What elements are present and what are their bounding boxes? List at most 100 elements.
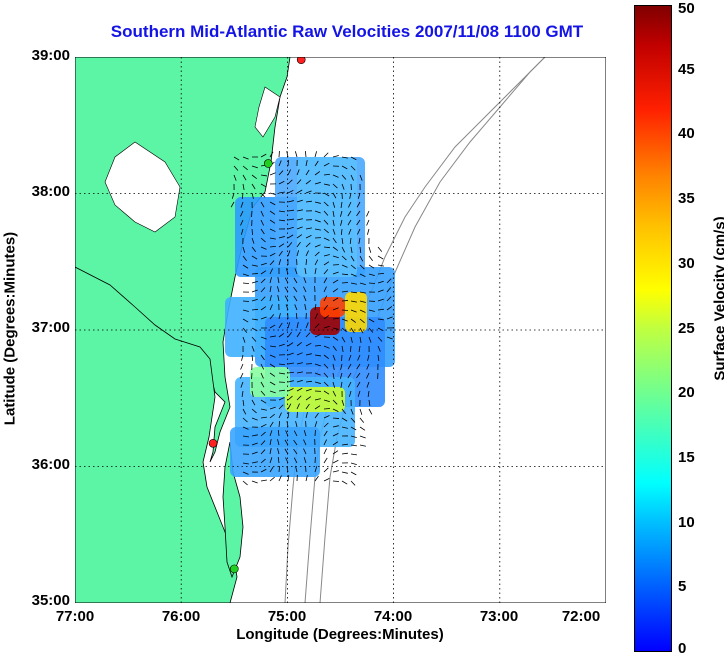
velocity-arrow xyxy=(359,408,363,415)
colorbar-tick-label: 20 xyxy=(678,384,695,402)
velocity-arrow xyxy=(332,354,336,361)
velocity-arrow xyxy=(278,475,282,482)
velocity-arrow xyxy=(269,354,276,358)
velocity-arrow xyxy=(293,286,298,293)
velocity-arrow xyxy=(269,260,275,266)
velocity-arrow xyxy=(305,235,312,239)
velocity-arrow xyxy=(240,363,244,370)
velocity-arrow xyxy=(305,160,308,167)
velocity-arrow xyxy=(242,183,245,190)
velocity-arrow xyxy=(323,345,330,349)
velocity-arrow xyxy=(341,300,349,302)
velocity-arrow xyxy=(260,296,266,302)
velocity-arrow xyxy=(295,421,298,428)
velocity-arrow xyxy=(323,219,329,225)
velocity-arrow xyxy=(231,192,235,199)
velocity-arrow xyxy=(323,201,329,207)
velocity-arrow xyxy=(260,210,264,217)
velocity-arrow xyxy=(305,412,308,419)
velocity-arrow xyxy=(251,399,256,406)
velocity-arrow xyxy=(296,362,303,365)
velocity-arrow xyxy=(359,246,362,254)
velocity-arrow xyxy=(314,251,320,257)
velocity-arrow xyxy=(323,269,329,275)
velocity-arrow xyxy=(260,192,266,198)
velocity-arrow xyxy=(350,426,357,431)
velocity-arrow xyxy=(305,322,309,329)
velocity-arrow xyxy=(356,363,361,370)
velocity-arrow xyxy=(260,287,266,293)
velocity-arrow xyxy=(359,309,366,313)
velocity-arrow xyxy=(305,388,312,392)
velocity-arrow xyxy=(287,218,294,221)
velocity-arrow xyxy=(260,219,264,226)
velocity-arrow xyxy=(368,309,375,312)
colorbar-tick-label: 10 xyxy=(678,513,695,531)
velocity-arrow xyxy=(323,173,331,176)
velocity-arrow xyxy=(269,406,276,410)
velocity-arrow xyxy=(386,316,393,320)
velocity-arrow xyxy=(296,199,303,203)
velocity-arrow xyxy=(323,354,329,359)
velocity-arrow xyxy=(347,363,352,370)
velocity-arrow xyxy=(296,250,299,257)
velocity-arrow xyxy=(269,252,276,257)
velocity-arrow xyxy=(260,408,267,411)
velocity-arrow xyxy=(314,372,321,376)
velocity-arrow xyxy=(242,471,249,475)
velocity-arrow xyxy=(350,264,356,270)
velocity-arrow xyxy=(287,380,294,383)
velocity-arrow xyxy=(251,228,253,236)
velocity-arrow xyxy=(386,306,393,311)
velocity-arrow xyxy=(287,179,293,185)
x-tick-label: 75:00 xyxy=(267,608,307,625)
colorbar-tick-label: 30 xyxy=(678,254,695,272)
x-tick-label: 74:00 xyxy=(373,608,413,625)
velocity-arrow xyxy=(305,380,313,383)
velocity-arrow xyxy=(359,300,366,303)
velocity-arrow xyxy=(269,172,276,176)
velocity-arrow xyxy=(350,480,356,486)
velocity-arrow xyxy=(323,183,330,186)
velocity-arrow xyxy=(350,318,357,323)
carolina-land xyxy=(75,266,238,603)
velocity-arrow xyxy=(350,453,357,456)
velocity-arrow xyxy=(269,448,272,455)
colorbar-tick-label: 15 xyxy=(678,448,695,466)
velocity-arrow xyxy=(341,255,347,261)
velocity-arrow xyxy=(314,219,321,223)
velocity-arrow xyxy=(305,180,311,185)
velocity-arrow xyxy=(323,478,330,482)
velocity-arrow xyxy=(287,371,295,374)
velocity-arrow xyxy=(350,174,354,181)
velocity-arrow xyxy=(296,234,303,239)
velocity-arrow xyxy=(304,304,307,311)
velocity-arrow xyxy=(278,389,285,392)
velocity-arrow xyxy=(296,342,302,347)
velocity-arrow xyxy=(233,174,237,181)
velocity-arrow xyxy=(367,390,370,397)
velocity-arrow xyxy=(305,190,312,194)
velocity-arrow xyxy=(314,151,318,158)
velocity-arrow xyxy=(287,234,294,239)
velocity-arrow xyxy=(305,242,311,248)
velocity-arrow xyxy=(251,390,254,397)
velocity-arrow xyxy=(296,189,303,194)
velocity-arrow xyxy=(332,336,339,341)
velocity-arrow xyxy=(323,210,329,216)
velocity-arrow xyxy=(242,408,247,415)
velocity-arrow xyxy=(341,480,348,485)
velocity-arrow xyxy=(386,278,392,284)
velocity-arrow xyxy=(303,430,307,437)
velocity-arrow xyxy=(357,228,361,235)
velocity-arrow xyxy=(242,174,247,181)
velocity-arrow xyxy=(377,246,383,252)
velocity-arrow xyxy=(278,343,285,347)
velocity-arrow xyxy=(314,171,321,176)
velocity-arrows xyxy=(230,150,394,486)
velocity-arrow xyxy=(377,289,384,293)
velocity-arrow xyxy=(242,309,249,312)
velocity-arrow xyxy=(294,304,298,311)
velocity-arrow xyxy=(260,458,266,464)
velocity-arrow xyxy=(269,245,277,248)
